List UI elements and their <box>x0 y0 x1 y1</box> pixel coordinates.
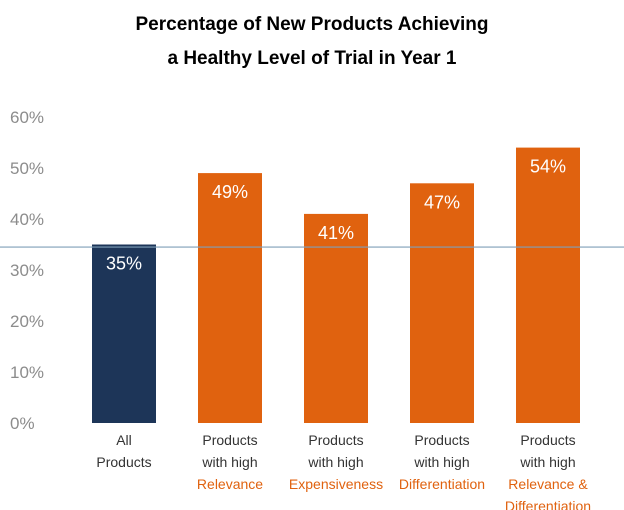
data-labels: 35% 49% 41% 47% 54% <box>106 157 566 274</box>
bar <box>410 183 474 423</box>
bar <box>198 173 262 423</box>
category-label: All <box>116 432 132 448</box>
bars <box>92 147 580 423</box>
data-label: 49% <box>212 182 248 202</box>
chart-title: Percentage of New Products Achieving a He… <box>136 14 489 69</box>
data-label: 47% <box>424 192 460 212</box>
bar <box>304 213 368 423</box>
category-label: with high <box>201 454 257 470</box>
y-tick-label: 0% <box>10 414 35 433</box>
category-label: with high <box>413 454 469 470</box>
y-tick-label: 20% <box>10 312 44 331</box>
category-label-highlight: Differentiation <box>505 498 591 510</box>
category-label: Products <box>414 432 469 448</box>
chart-title-line: a Healthy Level of Trial in Year 1 <box>167 48 456 69</box>
category-label-highlight: Expensiveness <box>289 476 383 492</box>
data-label: 54% <box>530 157 566 177</box>
y-tick-label: 10% <box>10 363 44 382</box>
bar <box>516 147 580 423</box>
y-tick-label: 60% <box>10 108 44 127</box>
category-label: Products <box>308 432 363 448</box>
data-label: 35% <box>106 254 142 274</box>
category-label: with high <box>307 454 363 470</box>
category-label-highlight: Relevance <box>197 476 263 492</box>
bar <box>92 244 156 423</box>
y-tick-label: 30% <box>10 261 44 280</box>
y-tick-label: 50% <box>10 159 44 178</box>
category-label: with high <box>519 454 575 470</box>
category-label: Products <box>520 432 575 448</box>
y-axis-tick-labels: 0% 10% 20% 30% 40% 50% 60% <box>10 108 44 433</box>
category-label-highlight: Relevance & <box>508 476 588 492</box>
category-label: Products <box>202 432 257 448</box>
y-tick-label: 40% <box>10 210 44 229</box>
data-label: 41% <box>318 223 354 243</box>
category-label: Products <box>96 454 151 470</box>
x-axis-category-labels: All Products Products with high Relevance Pro… <box>96 432 591 510</box>
chart-title-line: Percentage of New Products Achieving <box>136 14 489 35</box>
category-label-highlight: Differentiation <box>399 476 485 492</box>
